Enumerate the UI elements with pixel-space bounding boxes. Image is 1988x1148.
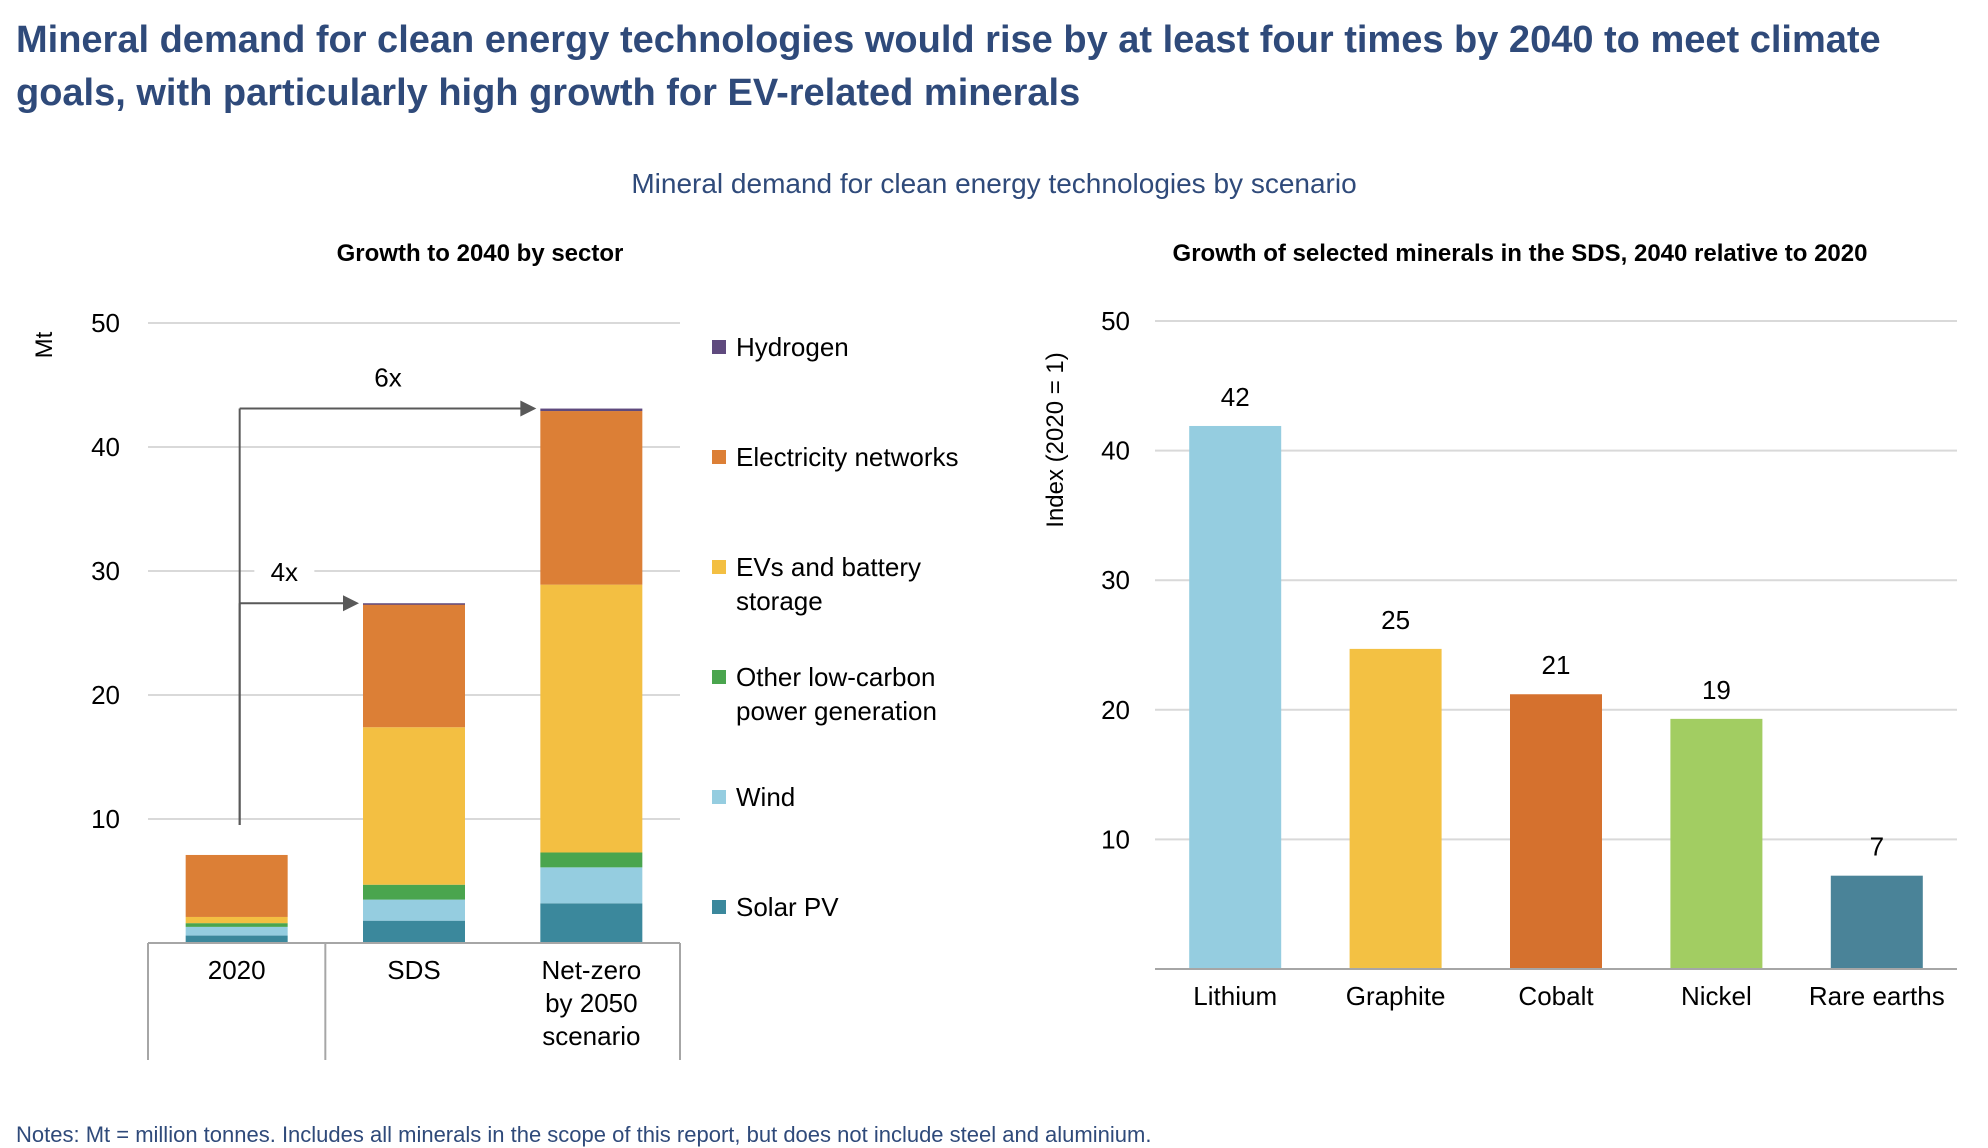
headline: Mineral demand for clean energy technolo… bbox=[16, 19, 1881, 114]
x-tick-label: Nickel bbox=[1681, 981, 1752, 1011]
arrow-head-icon bbox=[520, 400, 537, 417]
legend-swatch bbox=[712, 450, 726, 464]
bar-graphite bbox=[1349, 648, 1442, 969]
y-tick-label: 30 bbox=[1101, 565, 1130, 595]
x-tick-label: SDS bbox=[387, 955, 440, 985]
y-tick-label: 30 bbox=[91, 556, 120, 586]
bar-lithium bbox=[1189, 425, 1282, 969]
x-tick-label: Rare earths bbox=[1809, 981, 1945, 1011]
bar-segment-other-low-carbon-power-generation bbox=[540, 852, 643, 868]
x-tick-label: 2020 bbox=[208, 955, 266, 985]
bar-segment-hydrogen bbox=[540, 408, 643, 412]
legend-item: Hydrogen bbox=[712, 330, 996, 364]
left-y-axis-label: Mt bbox=[31, 331, 58, 358]
right-panel-title: Growth of selected minerals in the SDS, … bbox=[1172, 240, 1868, 267]
data-label: 25 bbox=[1381, 605, 1410, 635]
x-tick-label: Graphite bbox=[1346, 981, 1446, 1011]
bar-segment-electricity-networks bbox=[363, 604, 465, 728]
legend-swatch bbox=[712, 340, 726, 354]
legend-label: Electricity networks bbox=[736, 442, 959, 472]
y-tick-label: 40 bbox=[1101, 436, 1130, 466]
legend-item: Wind bbox=[712, 780, 996, 814]
bar-segment-evs-and-battery-storage bbox=[185, 916, 288, 924]
legend-label: Wind bbox=[736, 782, 796, 812]
bar-segment-wind bbox=[185, 926, 288, 936]
annotation-label: 6x bbox=[374, 363, 401, 393]
left-panel-title: Growth to 2040 by sector bbox=[336, 240, 624, 267]
legend-swatch bbox=[712, 790, 726, 804]
right-y-axis-label: Index (2020 = 1) bbox=[1042, 352, 1069, 527]
data-label: 7 bbox=[1870, 832, 1884, 862]
bar-cobalt bbox=[1510, 694, 1602, 969]
legend-swatch bbox=[712, 900, 726, 914]
legend-swatch bbox=[712, 670, 726, 684]
y-tick-label: 50 bbox=[1101, 306, 1130, 336]
legend-label: EVs and battery storage bbox=[736, 552, 921, 616]
y-tick-label: 40 bbox=[91, 432, 120, 462]
x-tick-label: Lithium bbox=[1193, 981, 1277, 1011]
data-label: 19 bbox=[1702, 675, 1731, 705]
arrow-head-icon bbox=[343, 595, 359, 612]
annotation-label: 4x bbox=[271, 557, 298, 587]
legend-label: Solar PV bbox=[736, 892, 839, 922]
legend-label: Other low-carbon power generation bbox=[736, 662, 937, 726]
bar-segment-wind bbox=[363, 899, 465, 921]
data-label: 42 bbox=[1221, 382, 1250, 412]
bar-segment-hydrogen bbox=[363, 603, 465, 605]
bar-nickel bbox=[1670, 718, 1763, 969]
y-tick-label: 10 bbox=[91, 804, 120, 834]
bar-segment-other-low-carbon-power-generation bbox=[185, 923, 288, 927]
footnote: Notes: Mt = million tonnes. Includes all… bbox=[16, 1122, 1152, 1147]
legend-swatch bbox=[712, 560, 726, 574]
bar-segment-solar-pv bbox=[185, 935, 288, 943]
bar-segment-electricity-networks bbox=[185, 854, 288, 917]
x-tick-label: Cobalt bbox=[1518, 981, 1594, 1011]
bar-segment-solar-pv bbox=[363, 920, 465, 943]
x-tick-label: Net-zero by 2050 scenario bbox=[541, 955, 641, 1051]
annotation-label-bg bbox=[254, 555, 315, 588]
legend-item: Other low-carbon power generation bbox=[712, 660, 996, 728]
bar-segment-wind bbox=[540, 867, 643, 904]
y-tick-label: 20 bbox=[91, 680, 120, 710]
legend-label: Hydrogen bbox=[736, 332, 849, 362]
bar-segment-evs-and-battery-storage bbox=[363, 727, 465, 885]
y-tick-label: 20 bbox=[1101, 695, 1130, 725]
legend-item: EVs and battery storage bbox=[712, 550, 996, 618]
y-tick-label: 10 bbox=[1101, 824, 1130, 854]
data-label: 21 bbox=[1542, 650, 1571, 680]
annotation-label-bg bbox=[358, 360, 418, 393]
y-tick-label: 50 bbox=[91, 308, 120, 338]
bar-segment-other-low-carbon-power-generation bbox=[363, 884, 465, 900]
bar-rare-earths bbox=[1830, 875, 1923, 969]
bar-segment-electricity-networks bbox=[540, 411, 643, 585]
legend-item: Electricity networks bbox=[712, 440, 996, 474]
bar-segment-solar-pv bbox=[540, 903, 643, 943]
chart-subtitle: Mineral demand for clean energy technolo… bbox=[631, 168, 1357, 199]
bar-segment-evs-and-battery-storage bbox=[540, 584, 643, 853]
legend-item: Solar PV bbox=[712, 890, 996, 924]
